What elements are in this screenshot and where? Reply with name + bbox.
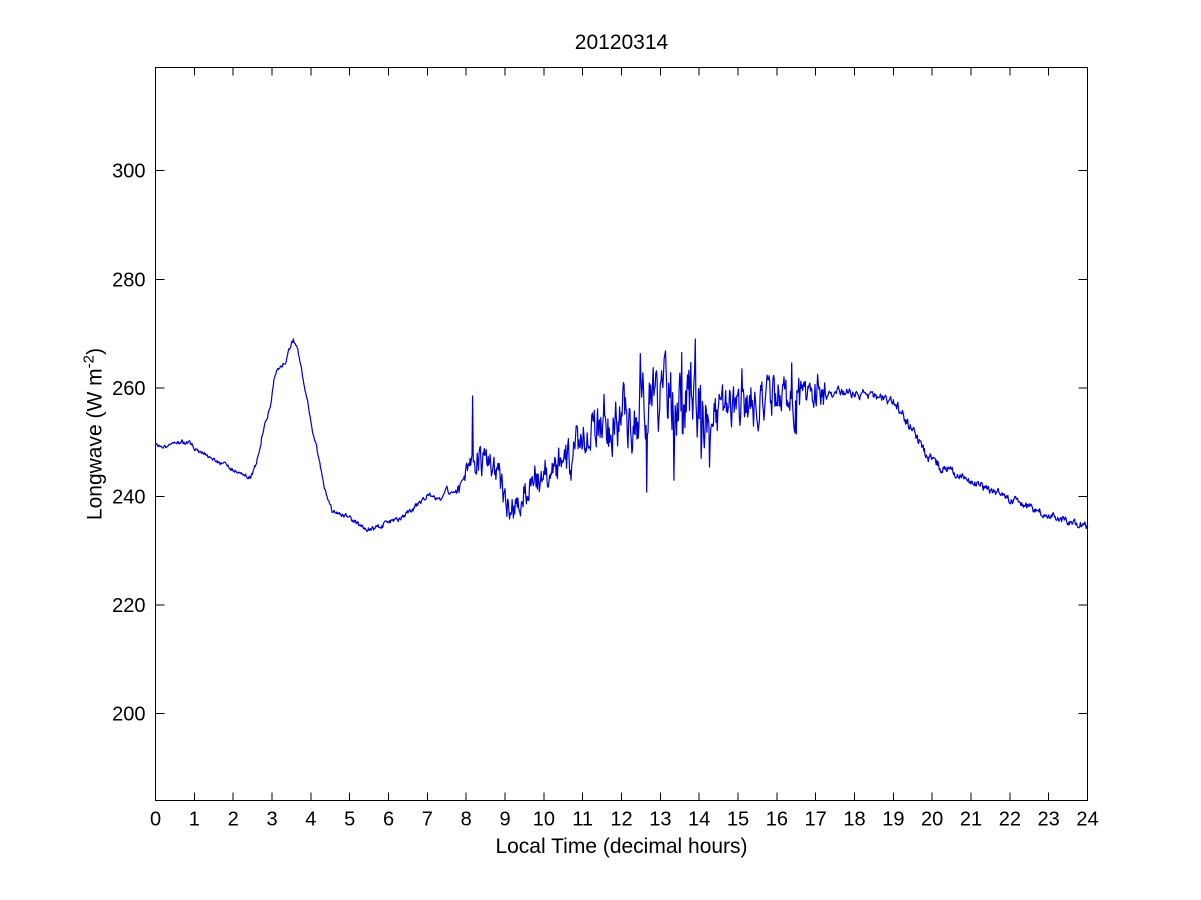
x-tick-label: 14	[688, 809, 710, 831]
x-tick-label: 11	[572, 809, 593, 831]
x-tick-label: 2	[228, 809, 239, 831]
chart-title: 20120314	[574, 31, 669, 54]
x-tick-label: 15	[727, 809, 749, 831]
y-tick-label: 300	[112, 161, 145, 183]
x-tick-label: 18	[843, 809, 865, 831]
y-tick-label: 260	[112, 378, 145, 400]
x-tick-label: 23	[1038, 809, 1060, 831]
x-tick-label: 19	[882, 809, 904, 831]
y-tick-label: 280	[112, 269, 145, 291]
x-tick-label: 0	[150, 809, 161, 831]
x-tick-label: 7	[422, 809, 433, 831]
x-tick-label: 20	[921, 809, 943, 831]
x-tick-label: 5	[344, 809, 355, 831]
data-series-line	[154, 338, 1089, 533]
x-tick-label: 17	[805, 809, 827, 831]
axes-box	[155, 67, 1088, 801]
x-tick-label: 9	[499, 809, 510, 831]
x-tick-label: 8	[461, 809, 472, 831]
y-tick-label: 220	[112, 595, 145, 617]
x-tick-label: 21	[960, 809, 982, 831]
x-tick-label: 22	[999, 809, 1021, 831]
x-tick-label: 1	[189, 809, 200, 831]
x-tick-label: 16	[766, 809, 788, 831]
x-tick-label: 3	[266, 809, 277, 831]
x-tick-label: 13	[649, 809, 671, 831]
x-tick-label: 6	[383, 809, 394, 831]
x-tick-label: 10	[533, 809, 555, 831]
y-tick-label: 240	[112, 486, 145, 508]
y-tick-label: 200	[112, 704, 145, 726]
x-tick-label: 4	[305, 809, 316, 831]
x-tick-label: 24	[1076, 809, 1098, 831]
x-axis-label: Local Time (decimal hours)	[495, 835, 748, 858]
x-tick-label: 12	[610, 809, 632, 831]
